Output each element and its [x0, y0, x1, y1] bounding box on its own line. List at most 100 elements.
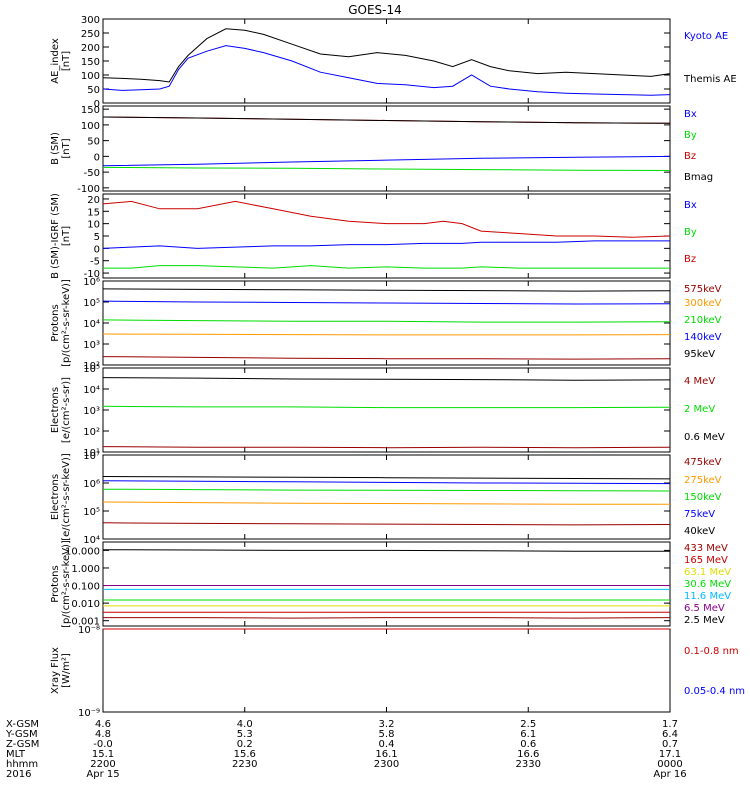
y-tick-label-protons1-0: 10²	[83, 361, 100, 372]
legend-label-protons2-6: 2.5 MeV	[684, 615, 725, 626]
y-tick-label-bsm-4: 100	[81, 121, 100, 132]
series-line-electrons2-0	[102, 522, 671, 526]
legend-label-protons2-3: 30.6 MeV	[684, 579, 731, 590]
y-tick-label-bigrf-1: -5	[90, 257, 100, 268]
ephemeris-value-1-2: 0.2	[237, 739, 253, 750]
y-tick-label-protons1-1: 10³	[83, 340, 100, 351]
y-axis-label-bsm-0: B (SM)	[50, 132, 61, 165]
series-line-protons2-6	[102, 549, 670, 552]
y-tick-label-protons1-4: 10⁶	[83, 277, 100, 288]
y-tick-label-bigrf-4: 10	[87, 220, 100, 231]
y-axis-label-protons2-1: [p/(cm²-s-sr-keV)]	[61, 540, 72, 628]
legend-label-electrons2-3: 75keV	[684, 509, 715, 520]
ephemeris-value-4-0: 1.7	[662, 719, 678, 730]
y-tick-label-bsm-1: -50	[84, 168, 100, 179]
y-tick-label-electrons1-4: 10⁵	[83, 364, 100, 375]
series-line-electrons2-1	[102, 501, 670, 505]
y-tick-label-bigrf-5: 15	[87, 207, 100, 218]
ephemeris-value-3-0: 2.5	[520, 719, 536, 730]
y-tick-label-ae-4: 200	[81, 43, 100, 54]
y-tick-label-bsm-5: 150	[81, 105, 100, 116]
legend-label-protons1-2: 210keV	[684, 315, 722, 326]
y-tick-label-xray-0: 10⁻⁹	[78, 708, 100, 719]
legend-label-bigrf-0: Bx	[684, 200, 697, 211]
series-line-ae-0	[102, 45, 671, 96]
legend-label-bsm-1: By	[684, 130, 697, 141]
legend-label-bsm-2: Bz	[684, 151, 696, 162]
legend-label-bsm-3: Bmag	[684, 172, 713, 183]
series-line-bsm-1	[102, 166, 671, 171]
series-line-bigrf-1	[103, 265, 670, 269]
y-axis-label-ae-1: [nT]	[61, 51, 72, 71]
panel-frame-electrons2	[102, 454, 671, 540]
series-line-protons1-2	[102, 319, 671, 323]
ephemeris-value-0-2: -0.0	[93, 739, 113, 750]
legend-label-protons2-0: 433 MeV	[684, 543, 728, 554]
y-tick-label-bigrf-3: 5	[94, 232, 100, 243]
y-tick-label-protons2-2: 0.100	[71, 582, 100, 593]
ephemeris-value-0-4: 2200	[90, 759, 115, 770]
y-axis-label-protons1-1: [p/(cm²-s-sr-keV)]	[61, 279, 72, 367]
y-tick-label-ae-1: 50	[87, 85, 100, 96]
y-axis-label-electrons2-0: Electrons	[50, 474, 61, 520]
legend-label-protons1-4: 95keV	[684, 349, 715, 360]
series-line-bigrf-0	[102, 240, 670, 249]
series-line-protons1-0	[102, 356, 671, 360]
ephemeris-value-2-4: 2300	[374, 759, 399, 770]
legend-label-electrons2-2: 150keV	[684, 492, 722, 503]
y-tick-label-electrons1-1: 10²	[83, 427, 100, 438]
series-line-bsm-0	[102, 155, 671, 167]
y-axis-label-protons1-0: Protons	[50, 304, 61, 341]
legend-label-electrons1-1: 2 MeV	[684, 404, 715, 415]
ephemeris-value-0-0: 4.6	[95, 719, 111, 730]
y-tick-label-protons2-4: 10.000	[65, 546, 100, 557]
series-line-electrons1-2	[102, 377, 671, 381]
legend-label-xray-1: 0.05-0.4 nm	[684, 686, 745, 697]
legend-label-protons2-4: 11.6 MeV	[684, 591, 731, 602]
ephemeris-value-0-1: 4.8	[95, 729, 111, 740]
y-tick-label-bigrf-2: 0	[94, 244, 100, 255]
ephemeris-row-label-4: hhmm	[6, 759, 38, 770]
series-line-protons2-0	[103, 617, 671, 619]
ephemeris-value-4-4: 0000	[657, 759, 682, 770]
ephemeris-value-3-4: 2330	[516, 759, 541, 770]
ephemeris-row-label-0: X-GSM	[6, 719, 39, 730]
legend-label-electrons2-4: 40keV	[684, 526, 715, 537]
legend-label-bigrf-1: By	[684, 227, 697, 238]
y-axis-label-bsm-1: [nT]	[61, 138, 72, 158]
series-line-bsm-3	[102, 116, 671, 124]
ephemeris-value-0-3: 15.1	[92, 749, 114, 760]
panel-frame-protons2	[102, 541, 671, 627]
legend-label-bsm-0: Bx	[684, 109, 697, 120]
series-line-protons1-3	[102, 300, 671, 305]
y-axis-label-electrons1-1: [e/(cm²-s-sr)]	[61, 377, 72, 443]
y-tick-label-electrons2-2: 10⁶	[83, 479, 100, 490]
series-line-electrons1-1	[102, 405, 671, 409]
y-tick-label-electrons1-2: 10³	[83, 406, 100, 417]
legend-label-electrons1-2: 0.6 MeV	[684, 432, 725, 443]
series-line-electrons2-3	[102, 480, 671, 485]
ephemeris-value-4-1: 6.4	[662, 729, 678, 740]
legend-label-electrons2-0: 475keV	[684, 457, 722, 468]
y-tick-label-electrons2-1: 10⁵	[83, 507, 100, 518]
y-tick-label-ae-5: 250	[81, 29, 100, 40]
series-line-electrons2-4	[102, 476, 671, 480]
ephemeris-value-2-3: 16.1	[375, 749, 397, 760]
legend-label-protons1-0: 575keV	[684, 284, 722, 295]
ephemeris-row-label-2: Z-GSM	[6, 739, 39, 750]
ephemeris-value-3-2: 0.6	[520, 739, 536, 750]
series-line-electrons2-2	[102, 488, 671, 492]
y-tick-label-ae-6: 300	[81, 15, 100, 26]
panel-frame-ae	[102, 18, 671, 104]
ephemeris-value-3-3: 16.6	[517, 749, 539, 760]
legend-label-protons2-1: 165 MeV	[684, 555, 728, 566]
y-tick-label-protons2-1: 0.010	[71, 599, 100, 610]
y-axis-label-ae-0: AE_index	[50, 38, 61, 84]
legend-label-xray-0: 0.1-0.8 nm	[684, 646, 739, 657]
legend-label-ae-1: Themis AE	[683, 74, 737, 85]
y-tick-label-protons2-0: 0.001	[71, 617, 100, 628]
y-tick-label-ae-2: 100	[81, 71, 100, 82]
ephemeris-value-2-0: 3.2	[379, 719, 395, 730]
plot-title: GOES-14	[348, 3, 402, 17]
y-tick-label-bsm-0: -100	[77, 184, 100, 195]
